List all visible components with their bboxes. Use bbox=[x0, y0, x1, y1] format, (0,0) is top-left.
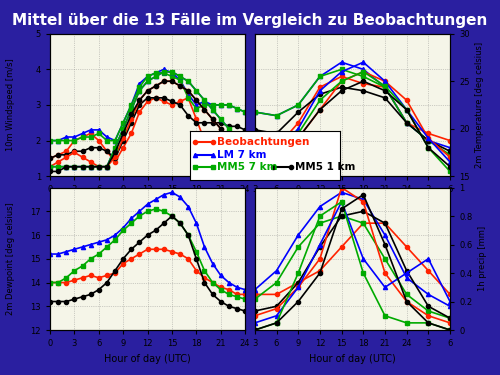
Y-axis label: 10m Windspeed [m/s]: 10m Windspeed [m/s] bbox=[6, 58, 15, 152]
X-axis label: Hour of day (UTC): Hour of day (UTC) bbox=[104, 354, 191, 364]
Y-axis label: 1h precip [mm]: 1h precip [mm] bbox=[478, 226, 487, 291]
Text: MM5 1 km: MM5 1 km bbox=[295, 162, 356, 172]
X-axis label: Hour of day (UTC): Hour of day (UTC) bbox=[309, 354, 396, 364]
Text: Mittel über die 13 Fälle im Vergleich zu Beobachtungen: Mittel über die 13 Fälle im Vergleich zu… bbox=[12, 13, 488, 28]
Y-axis label: 2m Dewpoint [deg celsius]: 2m Dewpoint [deg celsius] bbox=[6, 202, 15, 315]
Y-axis label: 2m Temperature [deg celsius]: 2m Temperature [deg celsius] bbox=[475, 42, 484, 168]
Text: Beobachtungen: Beobachtungen bbox=[217, 137, 310, 147]
Text: MM5 7 km: MM5 7 km bbox=[217, 162, 278, 172]
Text: LM 7 km: LM 7 km bbox=[217, 150, 266, 160]
